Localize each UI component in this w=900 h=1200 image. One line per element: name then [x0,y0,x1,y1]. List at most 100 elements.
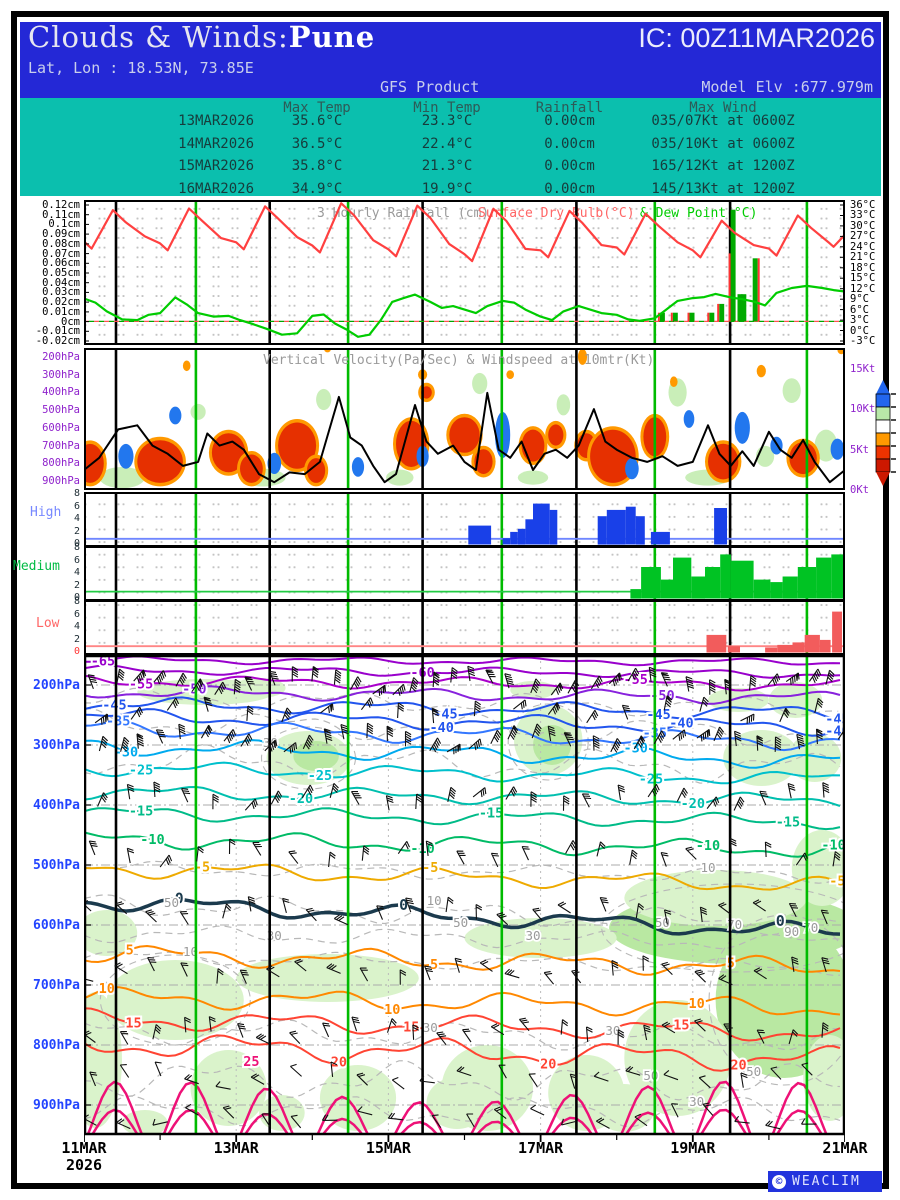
rh-contour-label: 10 [700,860,715,875]
wind-barb [660,851,669,867]
rain-bar-stripe [707,312,710,322]
wind-barb [694,969,706,983]
wind-barb [240,733,253,747]
table-cell: 0.00cm [544,113,595,129]
rain-bar [659,312,665,322]
cloud-bar-medium [730,560,754,599]
cloud-bar-low [777,644,793,653]
p1-right-tick: 9°C [850,293,869,306]
p1-right-tick: 6°C [850,303,869,316]
wind-barb [397,702,405,719]
p2-left-tick: 700hPa [42,439,80,452]
wind-barb [648,666,657,683]
wind-barb [215,1081,231,1090]
wind-barb [733,796,745,811]
temp-contour-label: 0 [776,912,785,930]
wind-barb [663,1069,679,1081]
p1-right-tick: 3°C [850,314,869,327]
rh-green-region [510,681,556,699]
wind-barb [216,968,224,984]
wind-barb [152,1118,168,1126]
cloud-tick: 0 [73,538,80,550]
wind-barb-pennant [387,726,394,732]
wind-barb-pennant [141,669,145,679]
p1-left-tick: 0.01cm [42,305,80,318]
temp-contour-label: -40 [825,723,845,739]
wind-barb [302,734,314,750]
wind-barb [351,1016,360,1032]
temp-contour--40 [84,708,841,737]
wind-barb [322,1022,331,1038]
medium-cloud-label: Medium [13,559,60,574]
vv-blob-orange [577,348,588,365]
wind-barb [475,904,483,920]
wind-barb [283,742,298,754]
cloud-tick: 8 [73,542,80,553]
low-cloud-label: Low [36,616,60,631]
wind-barb [796,733,805,750]
p1-left-tick: 0.03cm [42,286,80,299]
table-header-cell: Min Temp [413,100,481,116]
colorbar-segment [875,458,891,473]
wind-barb [456,850,466,865]
wind-barb [454,957,463,973]
cloud-bar-high [714,508,727,545]
cloud-tick: 0 [73,592,80,604]
wind-barb [357,1106,373,1116]
wind-barb [560,1019,569,1035]
wind-barb [571,969,582,984]
wind-barb-pennant [432,708,440,714]
vv-blob-green [556,394,571,416]
wind-barb [340,723,349,740]
table-cell: 035/10Kt at 0600Z [651,135,795,152]
wind-barb [596,1117,610,1129]
wind-barb [152,1024,162,1040]
p1-left-tick: 0.11cm [42,208,80,221]
vertical-velocity-chart: Vertical Velocity(Pa/Sec) & Windspeed at… [84,348,845,490]
temp-contour--25 [84,761,841,785]
wind-barb [832,851,841,867]
cloud-bar-high [525,519,533,545]
rh-contour-label: 30 [423,1020,438,1035]
chart-frame-border [11,11,889,1189]
wind-barb [752,899,766,912]
p1-left-tick: 0.12cm [42,199,80,211]
wind-barb [729,837,737,854]
wind-barb [759,790,769,806]
cloud-bar-high [502,538,511,545]
x-axis-date: 11MAR [61,1139,107,1157]
table-cell: 35.6°C [291,113,343,129]
wind-barb [321,1114,338,1121]
wind-barb [159,854,173,868]
wind-barb [385,795,394,811]
temp-contour-label: 5 [126,942,134,958]
wind-barb [145,909,157,923]
wind-barb-pennant [617,672,621,682]
temp-contour--35 [84,720,841,752]
temp-contour-label: 15 [403,1020,419,1036]
wind-barb [547,725,556,742]
wind-barb [356,1072,368,1086]
p1-right-tick: -3°C [850,335,876,347]
wind-barb [765,1120,781,1130]
p1-right-tick: 33°C [850,209,876,222]
p4-left-tick: 700hPa [33,978,80,993]
wind-barb [621,704,631,720]
wind-barb [116,668,125,684]
wind-barb [184,1074,199,1085]
wind-barb [326,963,341,974]
wind-barb [223,729,237,744]
wind-barb [699,696,709,712]
temp-contour-label: 5 [430,957,438,973]
wind-barb [175,672,187,687]
cloud-tick: 8 [73,596,80,607]
wind-barb [627,667,640,682]
wind-barb [405,897,414,913]
wind-barb [562,795,570,811]
wind-barb [753,967,767,980]
dewpoint-title: & Dew Point(°C) [640,206,757,221]
rh-contour-loop [601,883,845,973]
vv-blob-red [240,454,263,483]
wind-barb-pennant [784,708,790,716]
p1-right-tick: 36°C [850,199,876,211]
